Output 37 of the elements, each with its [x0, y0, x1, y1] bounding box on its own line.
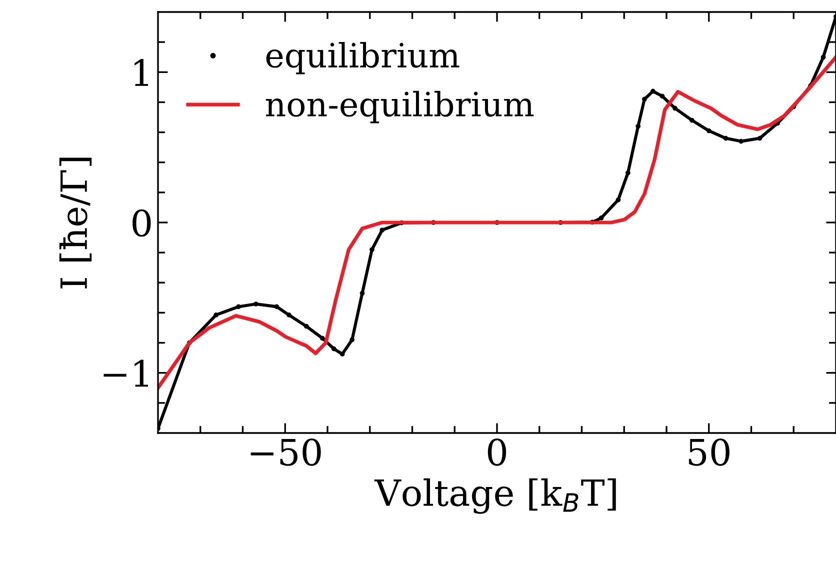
point	[642, 96, 647, 102]
point	[650, 88, 656, 94]
point	[706, 128, 712, 134]
point	[820, 54, 826, 60]
point	[689, 118, 694, 123]
point	[626, 170, 630, 176]
point	[304, 324, 309, 329]
point	[672, 106, 678, 111]
point	[636, 124, 641, 129]
point	[320, 336, 325, 341]
point	[274, 304, 280, 310]
point	[738, 138, 744, 144]
point	[380, 228, 385, 232]
point	[340, 352, 345, 356]
x-tick-label: −50	[250, 438, 321, 466]
point	[616, 198, 621, 202]
point	[360, 290, 365, 296]
y-tick-label: 0	[132, 209, 151, 237]
x-tick-label: 50	[688, 438, 730, 466]
point	[236, 304, 241, 310]
point	[757, 136, 762, 141]
point	[331, 346, 336, 352]
x-tick-label: 0	[488, 438, 506, 466]
point	[598, 216, 604, 220]
point	[214, 312, 218, 318]
legend-label: non-equilibrium	[266, 90, 534, 124]
point	[253, 302, 258, 306]
point	[660, 94, 665, 99]
y-axis-title: I [ħe/Γ]	[59, 158, 92, 288]
point	[370, 247, 374, 252]
y-tick-label: 1	[134, 59, 148, 86]
legend-label: equilibrium	[266, 42, 460, 74]
point	[350, 337, 355, 342]
point	[723, 136, 728, 141]
y-tick-label: −1	[104, 360, 148, 387]
x-axis-title: Voltage [k$_{B}$T]	[374, 478, 616, 514]
point	[286, 312, 292, 318]
